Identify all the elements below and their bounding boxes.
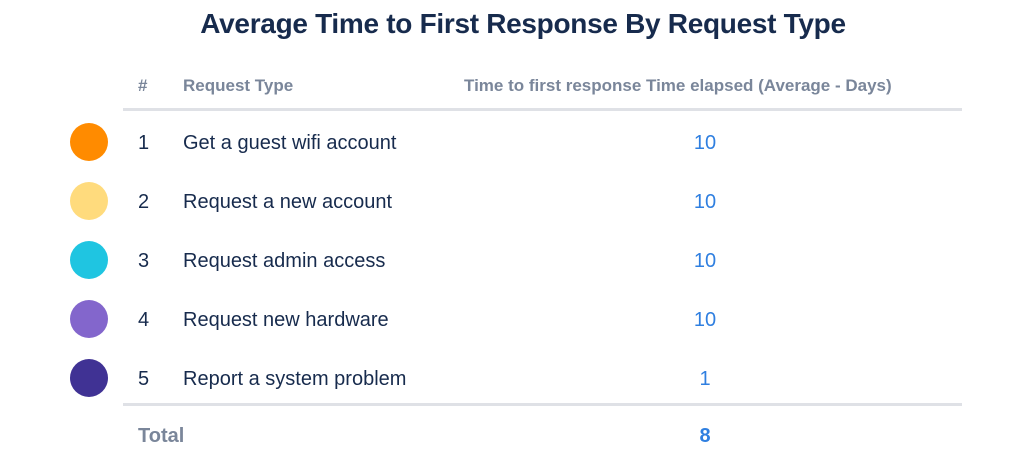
row-number: 3 [138, 250, 150, 272]
table-row: 5 Report a system problem 1 [0, 359, 1024, 399]
table-row: 4 Request new hardware 10 [0, 300, 1024, 340]
total-divider [123, 403, 962, 406]
legend-color-dot [70, 359, 108, 397]
header-divider [123, 108, 962, 111]
legend-color-dot [70, 123, 108, 161]
row-number: 2 [138, 191, 150, 213]
legend-color-dot [70, 182, 108, 220]
row-number: 5 [138, 368, 150, 390]
row-value-link[interactable]: 1 [699, 368, 711, 390]
table-row: 3 Request admin access 10 [0, 241, 1024, 281]
total-value: 8 [699, 425, 711, 447]
row-number: 4 [138, 309, 150, 331]
row-value-link[interactable]: 10 [693, 191, 717, 213]
page-title: Average Time to First Response By Reques… [200, 8, 846, 39]
request-type: Request admin access [183, 250, 386, 272]
legend-color-dot [70, 241, 108, 279]
row-value-link[interactable]: 10 [693, 250, 717, 272]
column-header-request-type: Request Type [183, 76, 294, 95]
row-value-link[interactable]: 10 [693, 309, 717, 331]
column-header-value: Time to first response Time elapsed (Ave… [464, 76, 892, 95]
column-header-number: # [138, 76, 148, 95]
request-type: Request a new account [183, 191, 393, 213]
row-value-link[interactable]: 10 [693, 132, 717, 154]
request-type: Request new hardware [183, 309, 389, 331]
request-type: Get a guest wifi account [183, 132, 397, 154]
table-row: 2 Request a new account 10 [0, 182, 1024, 222]
total-label: Total [138, 425, 185, 447]
table-row: 1 Get a guest wifi account 10 [0, 123, 1024, 163]
legend-color-dot [70, 300, 108, 338]
row-number: 1 [138, 132, 150, 154]
request-type: Report a system problem [183, 368, 407, 390]
